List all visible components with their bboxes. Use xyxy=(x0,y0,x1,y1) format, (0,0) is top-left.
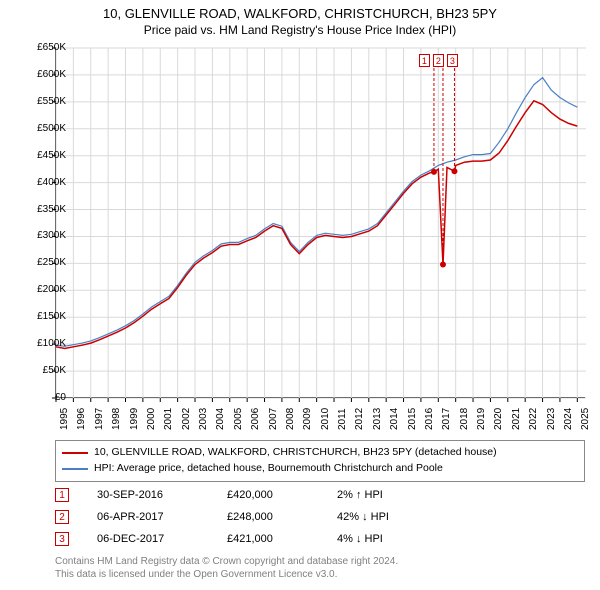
transaction-marker-icon: 3 xyxy=(55,532,69,546)
ytick-label: £250K xyxy=(16,257,66,268)
plot-area xyxy=(55,48,585,398)
xtick-label: 1996 xyxy=(76,390,87,430)
xtick-label: 2004 xyxy=(215,390,226,430)
xtick-label: 2011 xyxy=(337,390,348,430)
chart-subtitle: Price paid vs. HM Land Registry's House … xyxy=(0,23,600,39)
ytick-label: £500K xyxy=(16,123,66,134)
ytick-label: £350K xyxy=(16,204,66,215)
transaction-date: 06-DEC-2017 xyxy=(97,533,227,545)
chart-svg xyxy=(56,48,586,398)
transaction-pct: 4% ↓ HPI xyxy=(337,533,487,545)
ytick-label: £200K xyxy=(16,284,66,295)
ytick-label: £400K xyxy=(16,177,66,188)
legend-swatch-hpi xyxy=(62,468,88,470)
xtick-label: 2017 xyxy=(441,390,452,430)
xtick-label: 1995 xyxy=(59,390,70,430)
legend: 10, GLENVILLE ROAD, WALKFORD, CHRISTCHUR… xyxy=(55,440,585,482)
table-row: 1 30-SEP-2016 £420,000 2% ↑ HPI xyxy=(55,484,585,506)
ytick-label: £600K xyxy=(16,69,66,80)
legend-item-hpi: HPI: Average price, detached house, Bour… xyxy=(62,461,578,477)
title-block: 10, GLENVILLE ROAD, WALKFORD, CHRISTCHUR… xyxy=(0,0,600,38)
chart-container: 10, GLENVILLE ROAD, WALKFORD, CHRISTCHUR… xyxy=(0,0,600,590)
xtick-label: 2018 xyxy=(459,390,470,430)
table-row: 3 06-DEC-2017 £421,000 4% ↓ HPI xyxy=(55,528,585,550)
xtick-label: 2002 xyxy=(181,390,192,430)
ytick-label: £50K xyxy=(16,365,66,376)
xtick-label: 2024 xyxy=(563,390,574,430)
attribution-line1: Contains HM Land Registry data © Crown c… xyxy=(55,555,398,568)
table-row: 2 06-APR-2017 £248,000 42% ↓ HPI xyxy=(55,506,585,528)
legend-swatch-property xyxy=(62,452,88,454)
xtick-label: 2020 xyxy=(493,390,504,430)
xtick-label: 2012 xyxy=(354,390,365,430)
transactions-table: 1 30-SEP-2016 £420,000 2% ↑ HPI 2 06-APR… xyxy=(55,484,585,550)
xtick-label: 2023 xyxy=(546,390,557,430)
chart-marker-label: 3 xyxy=(447,54,458,67)
transaction-marker-icon: 2 xyxy=(55,510,69,524)
attribution: Contains HM Land Registry data © Crown c… xyxy=(55,555,398,581)
transaction-price: £421,000 xyxy=(227,533,337,545)
xtick-label: 2013 xyxy=(372,390,383,430)
xtick-label: 2009 xyxy=(302,390,313,430)
xtick-label: 1999 xyxy=(129,390,140,430)
xtick-label: 2001 xyxy=(163,390,174,430)
chart-title: 10, GLENVILLE ROAD, WALKFORD, CHRISTCHUR… xyxy=(0,6,600,23)
transaction-marker-icon: 1 xyxy=(55,488,69,502)
xtick-label: 2025 xyxy=(580,390,591,430)
xtick-label: 2006 xyxy=(250,390,261,430)
xtick-label: 2021 xyxy=(511,390,522,430)
attribution-line2: This data is licensed under the Open Gov… xyxy=(55,568,398,581)
xtick-label: 2000 xyxy=(146,390,157,430)
ytick-label: £100K xyxy=(16,338,66,349)
transaction-date: 06-APR-2017 xyxy=(97,511,227,523)
legend-item-property: 10, GLENVILLE ROAD, WALKFORD, CHRISTCHUR… xyxy=(62,445,578,461)
transaction-price: £248,000 xyxy=(227,511,337,523)
xtick-label: 2008 xyxy=(285,390,296,430)
ytick-label: £450K xyxy=(16,150,66,161)
ytick-label: £550K xyxy=(16,96,66,107)
xtick-label: 1997 xyxy=(94,390,105,430)
chart-marker-label: 1 xyxy=(419,54,430,67)
transaction-price: £420,000 xyxy=(227,489,337,501)
transaction-date: 30-SEP-2016 xyxy=(97,489,227,501)
xtick-label: 2016 xyxy=(424,390,435,430)
xtick-label: 2005 xyxy=(233,390,244,430)
ytick-label: £650K xyxy=(16,42,66,53)
xtick-label: 2015 xyxy=(407,390,418,430)
legend-label-property: 10, GLENVILLE ROAD, WALKFORD, CHRISTCHUR… xyxy=(94,445,497,461)
xtick-label: 2022 xyxy=(528,390,539,430)
xtick-label: 2014 xyxy=(389,390,400,430)
ytick-label: £300K xyxy=(16,230,66,241)
transaction-pct: 42% ↓ HPI xyxy=(337,511,487,523)
ytick-label: £150K xyxy=(16,311,66,322)
legend-label-hpi: HPI: Average price, detached house, Bour… xyxy=(94,461,443,477)
transaction-pct: 2% ↑ HPI xyxy=(337,489,487,501)
chart-marker-label: 2 xyxy=(433,54,444,67)
xtick-label: 1998 xyxy=(111,390,122,430)
xtick-label: 2010 xyxy=(320,390,331,430)
xtick-label: 2003 xyxy=(198,390,209,430)
xtick-label: 2019 xyxy=(476,390,487,430)
xtick-label: 2007 xyxy=(268,390,279,430)
